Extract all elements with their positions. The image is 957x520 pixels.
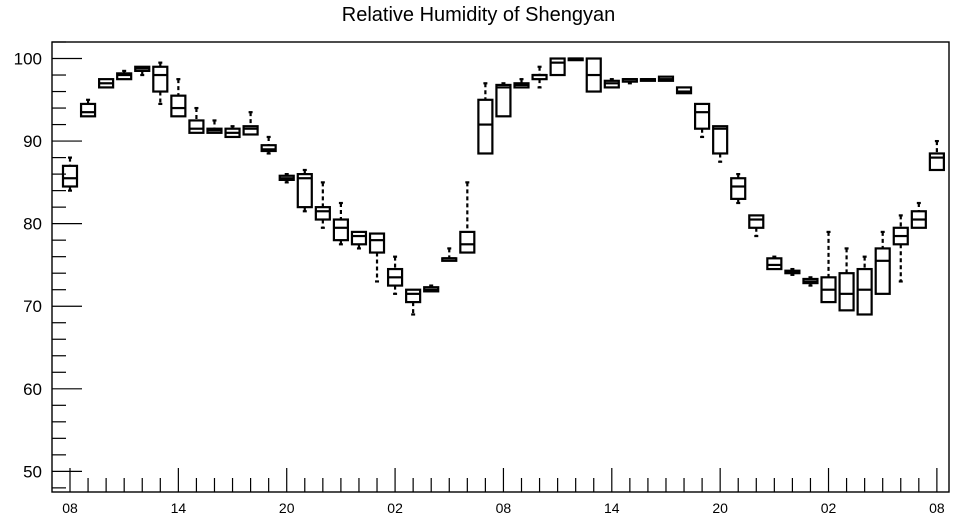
x-tick-label: 20 [279,500,295,516]
box-item [567,57,584,62]
box-item [693,102,711,139]
box-rect [314,206,331,221]
box-rect [477,98,494,155]
box-item [928,139,945,172]
box-rect [61,164,79,188]
box-item [350,230,368,250]
y-tick-label: 60 [23,380,42,399]
box-item [802,276,819,287]
box-rect [296,173,313,209]
box-rect [856,267,873,316]
box-item [188,106,205,134]
box-item [79,98,97,118]
box-rect [730,177,747,200]
box-rect [549,57,566,77]
box-rect [928,152,945,172]
x-axis: 08 14 20 02 08 14 20 02 08 [62,468,945,516]
box-item [639,78,657,82]
box-item [477,82,494,155]
box-rect [675,86,693,95]
box-item [784,267,801,276]
box-rect [260,144,277,153]
box-item [856,255,873,316]
box-item [296,168,313,213]
box-item [278,173,295,184]
box-rect [874,247,891,295]
box-item [260,135,277,155]
box-series [61,57,945,316]
box-rect [188,119,205,134]
box-item [874,230,891,295]
y-tick-label: 80 [23,215,42,234]
box-rect [350,230,368,246]
box-item [621,78,638,85]
box-rect [495,83,512,118]
box-item [405,288,422,316]
box-item [838,247,855,312]
box-item [332,201,349,246]
box-item [766,255,783,271]
box-item [712,125,729,163]
box-item [730,173,747,205]
box-item [116,69,133,81]
box-rect [368,232,386,254]
x-tick-label: 02 [387,500,403,516]
box-item [423,284,440,293]
x-tick-label: 20 [712,500,728,516]
x-tick-label: 02 [821,500,837,516]
box-rect [712,125,729,155]
box-rect [459,230,476,254]
box-item [224,125,241,139]
box-item [820,230,837,304]
box-rect [748,214,765,229]
box-item [386,255,404,295]
box-item [152,61,169,106]
box-item [98,78,115,89]
box-item [892,214,909,283]
x-tick-label: 08 [929,500,945,516]
box-item [513,78,530,89]
box-rect [693,102,711,130]
box-rect [405,288,422,304]
box-item [748,214,765,238]
box-item [368,232,386,283]
box-rect [79,102,97,118]
box-item [603,78,620,89]
box-item [459,181,476,254]
x-tick-label: 14 [604,500,620,516]
box-rect [170,94,187,118]
box-rect [838,272,855,312]
box-item [531,65,548,89]
box-rect [766,257,783,271]
box-item [675,86,693,95]
box-item [585,57,602,93]
box-item [134,65,151,77]
box-item [910,201,927,229]
y-tick-label: 90 [23,132,42,151]
box-item [242,111,259,136]
box-item [314,181,331,229]
box-item [441,247,458,262]
box-rect [332,218,349,242]
y-tick-label: 50 [23,462,42,481]
x-tick-label: 08 [62,500,78,516]
y-tick-label: 100 [14,50,42,69]
box-rect [116,72,133,81]
box-item [170,78,187,118]
box-item [61,156,79,192]
x-tick-label: 08 [496,500,512,516]
plot-frame [51,41,950,493]
x-tick-label: 14 [171,500,187,516]
y-axis: 50 60 70 80 90 100 [14,41,82,489]
box-rect [242,125,259,136]
box-item [549,57,566,77]
y-tick-label: 70 [23,297,42,316]
box-item [495,82,512,118]
box-rect [152,65,169,93]
chart-title: Relative Humidity of Shengyan [341,4,616,26]
box-item [657,75,675,82]
box-item [206,119,223,134]
